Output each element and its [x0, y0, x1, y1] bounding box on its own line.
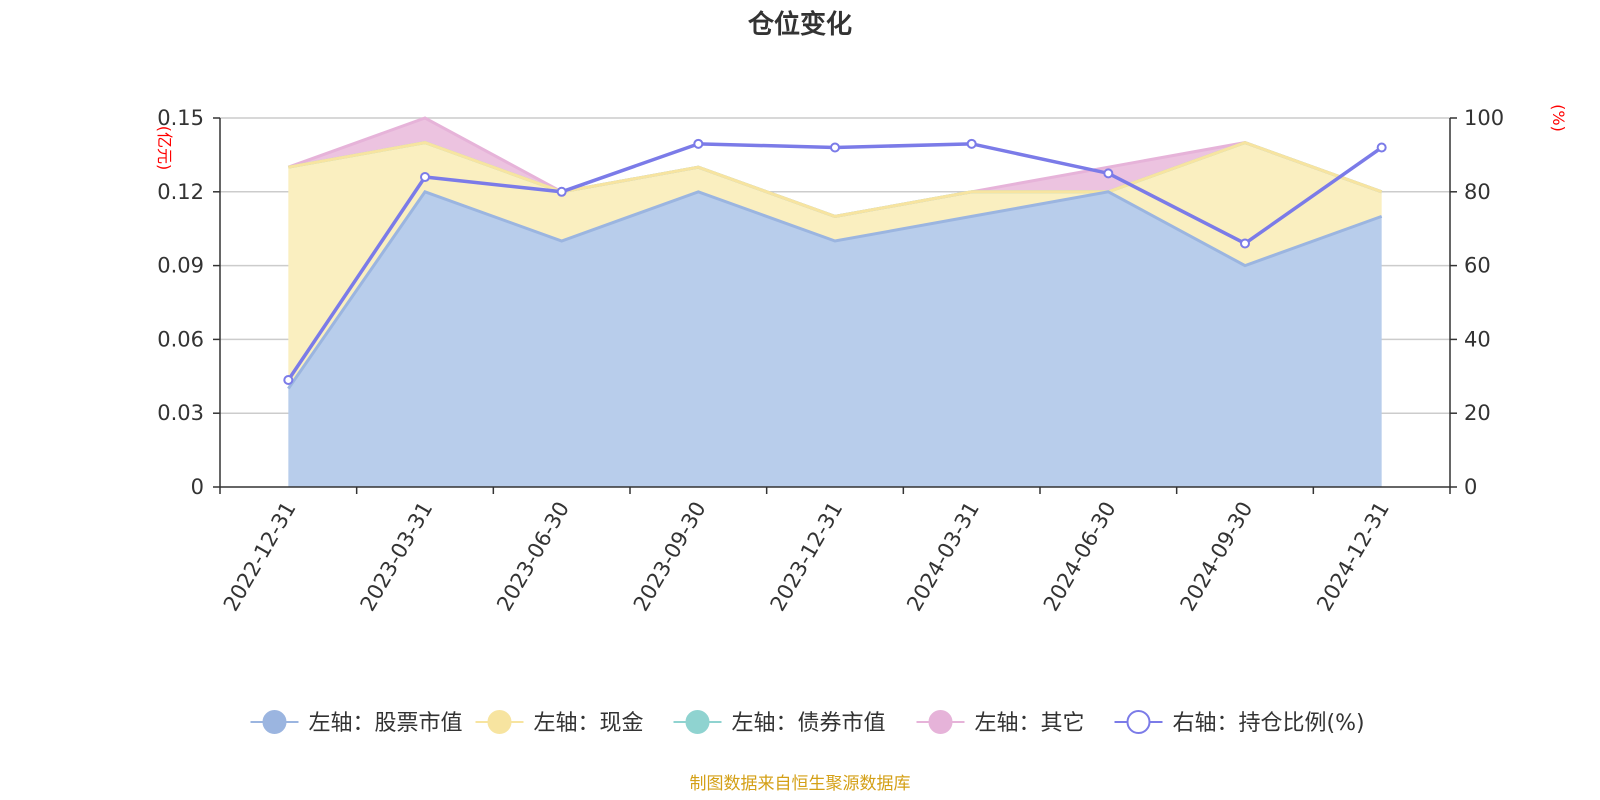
area-series [287, 116, 1383, 488]
series-lines [283, 138, 1387, 385]
source-note: 制图数据来自恒生聚源数据库 [690, 774, 911, 794]
right-axis-tick-label: 80 [1464, 180, 1491, 204]
left-axis-tick-label: 0.12 [157, 180, 204, 204]
holding-ratio-point [1103, 168, 1114, 179]
left-axis-tick-label: 0.09 [157, 254, 204, 278]
holding-ratio-point [966, 138, 977, 149]
area-line-1 [288, 141, 1383, 218]
right-axis-tick-label: 0 [1464, 475, 1477, 499]
right-axis-tick-label: 20 [1464, 401, 1491, 425]
legend-item[interactable]: 左轴：股票市值 [250, 710, 463, 736]
legend-label: 左轴：债券市值 [732, 711, 886, 736]
holding-ratio-point [556, 186, 567, 197]
legend-item[interactable]: 右轴：持仓比例(%) [1114, 710, 1365, 736]
legend-marker [487, 710, 512, 734]
x-axis-tick-label: 2023-06-30 [492, 498, 574, 616]
right-axis-tick-label: 60 [1464, 254, 1491, 278]
holding-ratio-point [830, 142, 840, 153]
right-axis-tick-label: 100 [1464, 106, 1504, 130]
x-axis-tick-label: 2023-09-30 [629, 498, 711, 616]
x-axis-tick-label: 2023-03-31 [356, 498, 438, 616]
right-axis-unit: (%) [1549, 104, 1568, 132]
holding-ratio-point [420, 172, 430, 183]
legend-marker [685, 710, 710, 734]
legend: 左轴：股票市值 左轴：现金 左轴：债券市值 左轴：其它 右轴：持仓比例(%) [250, 710, 1365, 736]
left-axis-tick-label: 0.03 [157, 401, 204, 425]
legend-item[interactable]: 左轴：债券市值 [673, 710, 886, 736]
left-axis-tick-label: 0 [191, 475, 204, 499]
x-axis-tick-label: 2024-06-30 [1039, 498, 1121, 616]
right-axis-tick-label: 40 [1464, 327, 1491, 351]
holding-ratio-point [1376, 142, 1387, 153]
x-axis-tick-label: 2024-12-31 [1312, 498, 1394, 616]
area-fill-0 [288, 191, 1382, 488]
area-line-0 [287, 189, 1383, 390]
holding-ratio-point [693, 138, 704, 149]
x-axis-tick-label: 2024-03-31 [902, 498, 984, 616]
holding-ratio-point [1240, 238, 1250, 249]
x-axis-tick-label: 2023-12-31 [766, 498, 848, 616]
x-axis-tick-label: 2024-09-30 [1176, 498, 1258, 616]
legend-label: 右轴：持仓比例(%) [1173, 711, 1365, 736]
left-axis-tick-label: 0.15 [157, 106, 204, 130]
legend-label: 左轴：现金 [534, 711, 644, 736]
holding-ratio-point [283, 374, 294, 385]
chart-title: 仓位变化 [747, 9, 852, 40]
legend-item[interactable]: 左轴：现金 [475, 710, 644, 736]
legend-marker [1126, 710, 1151, 734]
legend-marker [928, 710, 953, 734]
legend-label: 左轴：股票市值 [309, 711, 463, 736]
legend-item[interactable]: 左轴：其它 [916, 710, 1085, 736]
left-axis-unit: (亿元) [155, 126, 174, 171]
left-axis-tick-label: 0.06 [157, 327, 204, 351]
legend-label: 左轴：其它 [975, 711, 1085, 736]
legend-marker [262, 710, 287, 734]
x-axis-tick-label: 2022-12-31 [219, 498, 301, 616]
area-fill-1 [288, 142, 1382, 389]
